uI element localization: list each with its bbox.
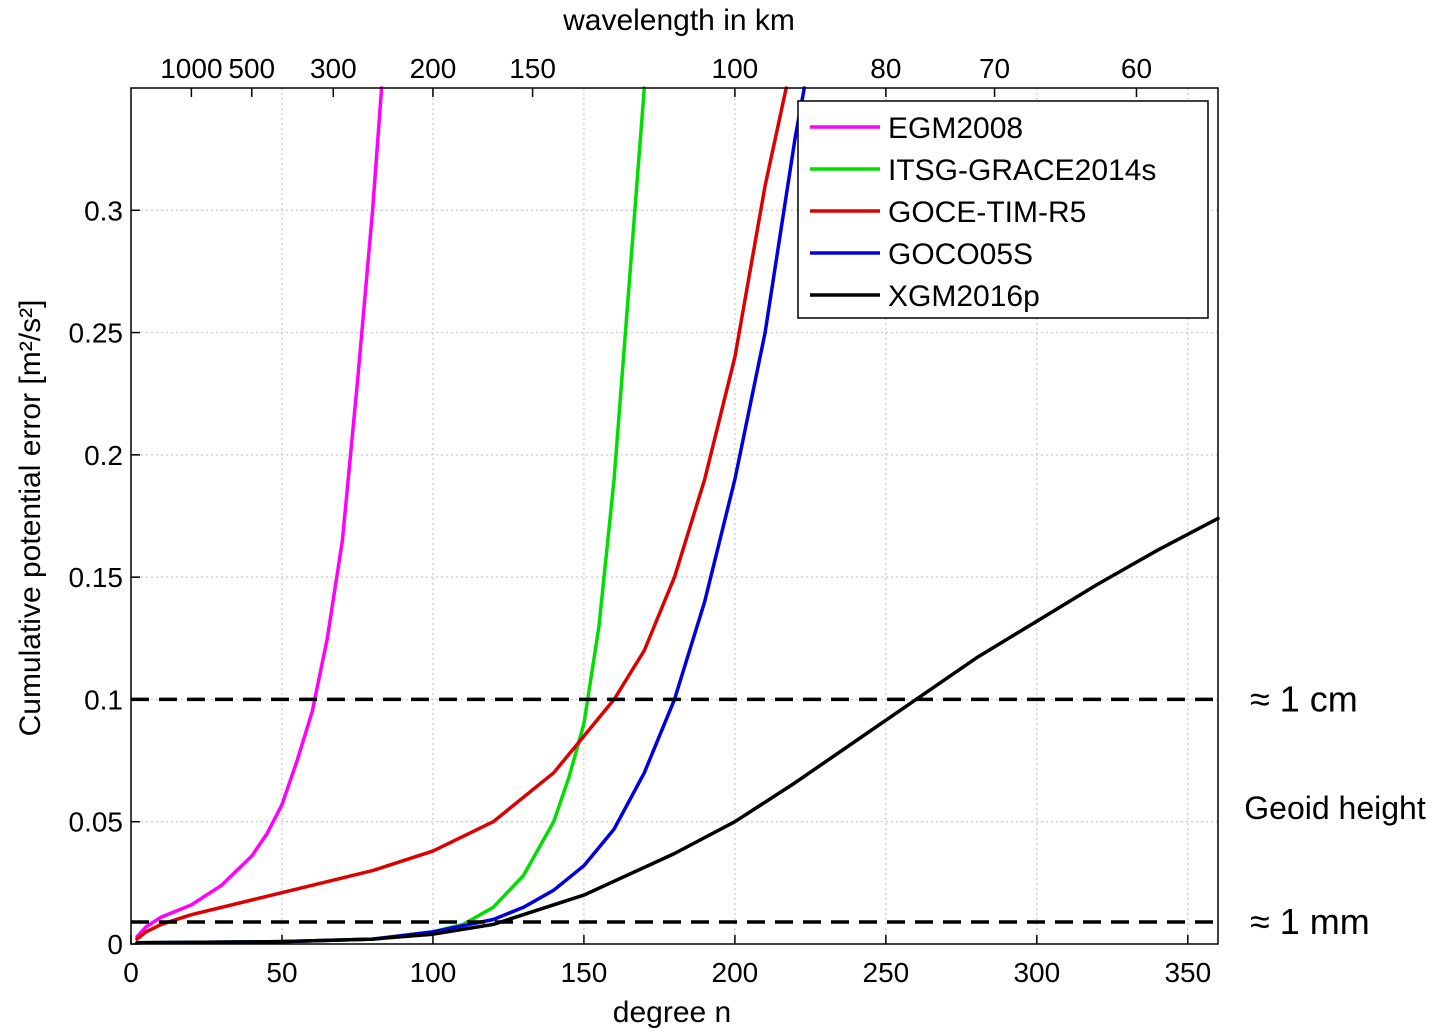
x-tick-label: 250	[863, 957, 910, 988]
top-tick-label: 200	[410, 53, 457, 84]
top-tick-label: 500	[228, 53, 275, 84]
top-tick-label: 300	[310, 53, 357, 84]
y-tick-label: 0.05	[69, 807, 124, 838]
y-axis-title: Cumulative potential error [m²/s²]	[14, 300, 47, 737]
top-tick-label: 70	[979, 53, 1010, 84]
reference-line-label: ≈ 1 mm	[1250, 901, 1370, 942]
y-tick-label: 0.1	[84, 684, 123, 715]
reference-lines: ≈ 1 cm ≈ 1 mm	[131, 678, 1370, 942]
y-tick-label: 0.25	[69, 318, 124, 349]
x-tick-label: 150	[561, 957, 608, 988]
plot-frame	[130, 87, 1219, 945]
y-tick-label: 0.2	[84, 440, 123, 471]
legend-label-goco05s: GOCO05S	[888, 238, 1033, 271]
y-tick-label: 0.15	[69, 562, 124, 593]
axis-ticks: 0 50 100 150 200 250 300 350 0 0.05 0.1 0.15 0.2 0.25…	[69, 53, 1212, 988]
legend-label-egm2008: EGM2008	[888, 112, 1023, 145]
x-tick-label: 100	[410, 957, 457, 988]
legend-label-itsg-grace2014s: ITSG-GRACE2014s	[888, 154, 1156, 187]
legend-label-goce-tim-r5: GOCE-TIM-R5	[888, 196, 1086, 229]
series-line-egm2008	[135, 86, 384, 939]
top-axis-title: wavelength in km	[562, 4, 795, 37]
x-tick-label: 0	[123, 957, 139, 988]
series-line-goce-tim-r5	[135, 86, 788, 941]
x-tick-label: 300	[1013, 957, 1060, 988]
top-tick-label: 60	[1121, 53, 1152, 84]
top-tick-label: 1000	[160, 53, 222, 84]
x-tick-label: 350	[1164, 957, 1211, 988]
top-tick-label: 150	[509, 53, 556, 84]
top-tick-label: 100	[712, 53, 759, 84]
x-tick-label: 200	[712, 957, 759, 988]
x-axis-title: degree n	[613, 996, 731, 1029]
series-line-xgm2016p	[135, 516, 1220, 945]
legend: EGM2008 ITSG-GRACE2014s GOCE-TIM-R5 GOCO05S…	[797, 100, 1209, 319]
reference-line-label: ≈ 1 cm	[1250, 678, 1358, 719]
y-tick-label: 0	[107, 929, 123, 960]
x-tick-label: 50	[266, 957, 297, 988]
geoid-height-annotation: Geoid height	[1244, 790, 1426, 826]
series-lines	[135, 86, 1220, 945]
legend-label-xgm2016p: XGM2016p	[888, 280, 1040, 313]
y-tick-label: 0.3	[84, 195, 123, 226]
top-tick-label: 80	[870, 53, 901, 84]
